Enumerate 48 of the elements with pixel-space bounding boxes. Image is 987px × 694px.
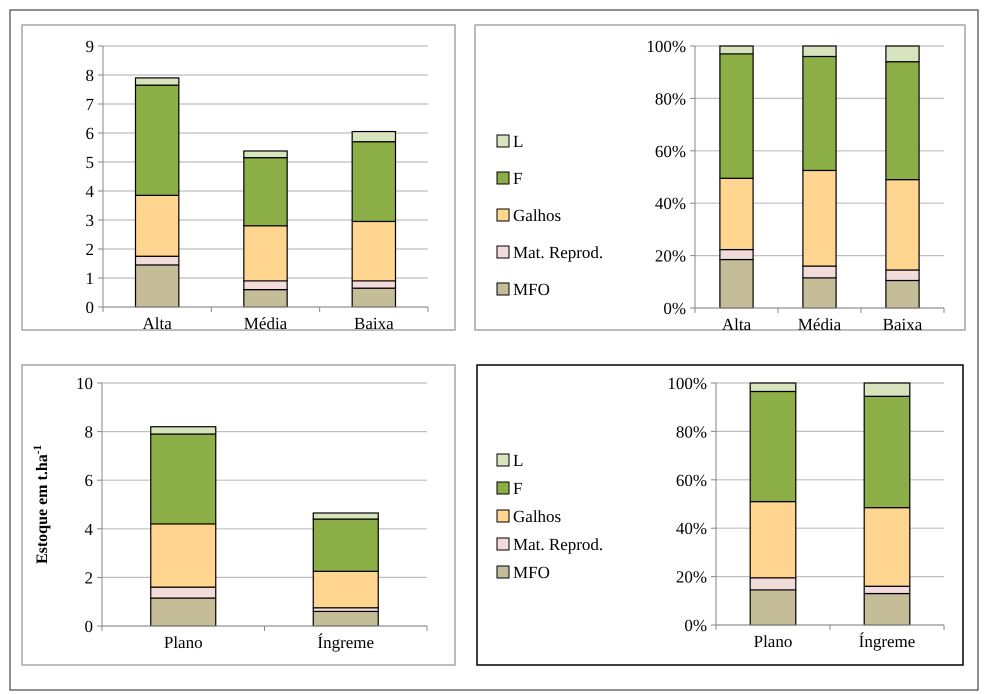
legend-label: Galhos <box>513 206 562 225</box>
x-tick-label: Alta <box>722 315 752 334</box>
legend-label: F <box>513 168 522 188</box>
x-tick-label: Baixa <box>882 315 923 334</box>
y-tick-label: 2 <box>84 568 93 588</box>
legend-label: L <box>513 132 524 151</box>
x-tick-label: Baixa <box>354 314 394 333</box>
legend-label: L <box>513 450 524 470</box>
x-tick-label: Íngreme <box>858 632 916 651</box>
y-tick-label: 80% <box>654 89 686 108</box>
x-tick-label: Média <box>798 315 842 334</box>
y-tick-label: 8 <box>84 422 93 442</box>
y-tick-label: 0 <box>86 298 94 317</box>
legend-label: MFO <box>513 280 550 299</box>
legend-label: MFO <box>513 562 550 582</box>
legend-label: Galhos <box>513 506 562 526</box>
y-tick-label: 7 <box>86 94 94 114</box>
y-tick-label: 10 <box>76 374 93 393</box>
y-tick-label: 60% <box>654 142 686 161</box>
y-tick-label: 6 <box>86 124 94 143</box>
legend-label: F <box>513 478 522 498</box>
y-tick-label: 1 <box>86 268 94 288</box>
y-tick-label: 80% <box>676 422 707 442</box>
x-tick-label: Plano <box>754 632 792 651</box>
y-tick-label: 8 <box>86 66 94 85</box>
y-tick-label: 9 <box>86 36 94 56</box>
y-tick-label: 4 <box>84 520 94 539</box>
x-tick-label: Íngreme <box>317 633 374 652</box>
legend-label: Mat. Reprod. <box>513 534 604 554</box>
y-tick-label: 2 <box>86 240 94 259</box>
y-tick-label: 40% <box>676 519 707 538</box>
y-tick-label: 6 <box>84 471 93 490</box>
y-tick-label: 20% <box>654 246 686 266</box>
y-tick-label: 20% <box>676 568 707 587</box>
y-tick-label: 100% <box>667 374 707 393</box>
y-tick-label: 40% <box>654 194 686 214</box>
y-tick-label: 0% <box>663 298 686 318</box>
y-tick-label: 4 <box>86 182 94 201</box>
x-tick-label: Alta <box>142 314 172 333</box>
legend-label: Mat. Reprod. <box>513 242 604 262</box>
y-tick-label: 60% <box>676 470 707 490</box>
y-tick-label: 5 <box>86 152 94 172</box>
y-tick-label: 100% <box>646 36 686 56</box>
y-tick-label: 0% <box>684 616 707 635</box>
y-tick-label: 3 <box>86 210 94 230</box>
y-tick-label: 0 <box>84 616 93 636</box>
x-tick-label: Média <box>244 314 288 333</box>
x-tick-label: Plano <box>164 633 203 652</box>
